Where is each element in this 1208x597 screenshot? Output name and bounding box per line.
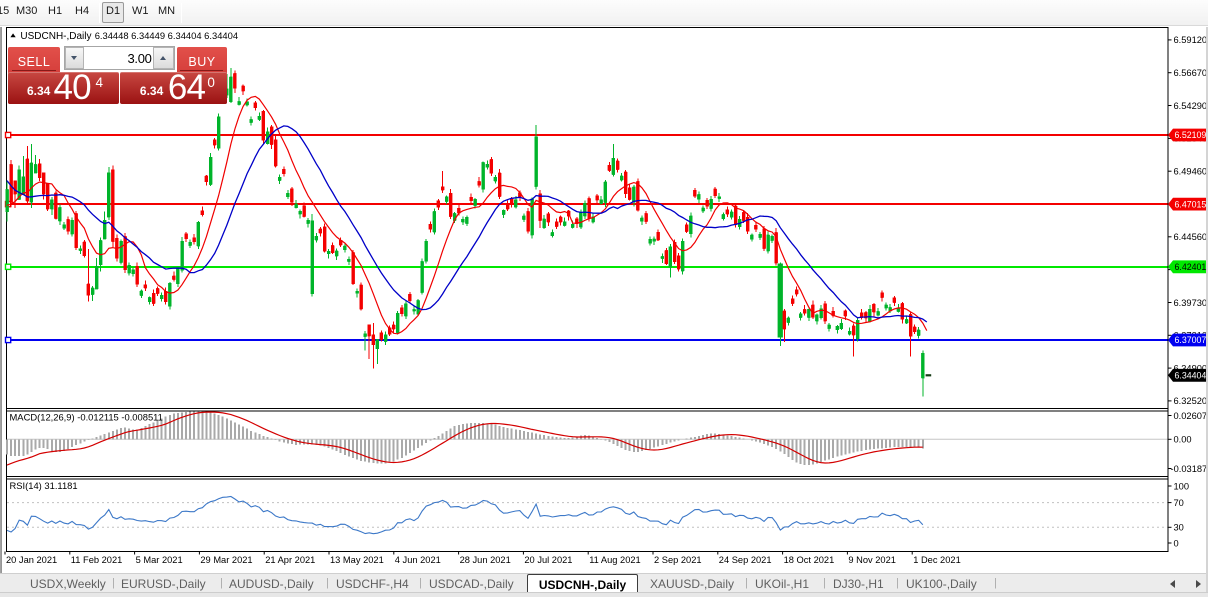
- svg-text:6.44560: 6.44560: [1174, 232, 1208, 242]
- svg-text:6.39730: 6.39730: [1174, 298, 1208, 308]
- svg-text:11 Feb 2021: 11 Feb 2021: [71, 555, 123, 565]
- svg-text:6.54290: 6.54290: [1174, 101, 1208, 111]
- svg-text:6.37007: 6.37007: [1175, 335, 1207, 345]
- svg-text:6.34404: 6.34404: [1175, 371, 1207, 381]
- svg-text:2 Sep 2021: 2 Sep 2021: [654, 555, 702, 565]
- svg-text:21 Apr 2021: 21 Apr 2021: [265, 555, 315, 565]
- svg-text:6.47015: 6.47015: [1175, 199, 1207, 209]
- svg-text:6.49460: 6.49460: [1174, 167, 1208, 177]
- svg-text:100: 100: [1174, 481, 1190, 491]
- svg-text:6.34448 6.34449 6.34404 6.3440: 6.34448 6.34449 6.34404 6.34404: [95, 30, 238, 41]
- svg-text:30: 30: [1174, 523, 1184, 533]
- svg-text:6.59120: 6.59120: [1174, 35, 1208, 45]
- svg-text:13 May 2021: 13 May 2021: [330, 555, 384, 565]
- svg-text:6.32520: 6.32520: [1174, 396, 1208, 406]
- svg-text:11 Aug 2021: 11 Aug 2021: [589, 555, 641, 565]
- svg-text:9 Nov 2021: 9 Nov 2021: [848, 555, 896, 565]
- svg-text:28 Jun 2021: 28 Jun 2021: [460, 555, 511, 565]
- svg-text:-0.03187: -0.03187: [1171, 464, 1208, 474]
- svg-text:20 Jan 2021: 20 Jan 2021: [6, 555, 57, 565]
- svg-text:MACD(12,26,9) -0.012115 -0.008: MACD(12,26,9) -0.012115 -0.008511: [10, 412, 163, 423]
- svg-text:1 Dec 2021: 1 Dec 2021: [913, 555, 961, 565]
- svg-text:RSI(14) 31.1181: RSI(14) 31.1181: [10, 480, 78, 491]
- svg-text:6.56670: 6.56670: [1174, 68, 1208, 78]
- svg-text:24 Sep 2021: 24 Sep 2021: [719, 555, 772, 565]
- svg-text:29 Mar 2021: 29 Mar 2021: [200, 555, 252, 565]
- svg-text:6.52109: 6.52109: [1175, 130, 1207, 140]
- svg-text:0.02607: 0.02607: [1174, 411, 1208, 421]
- svg-text:70: 70: [1174, 498, 1184, 508]
- svg-text:6.42401: 6.42401: [1175, 262, 1207, 272]
- svg-text:0.00: 0.00: [1174, 435, 1192, 445]
- svg-text:0: 0: [1174, 538, 1179, 548]
- svg-text:20 Jul 2021: 20 Jul 2021: [524, 555, 572, 565]
- svg-text:4 Jun 2021: 4 Jun 2021: [395, 555, 441, 565]
- svg-text:USDCNH-,Daily: USDCNH-,Daily: [20, 31, 91, 42]
- svg-text:6.34900: 6.34900: [1174, 363, 1208, 373]
- svg-text:5 Mar 2021: 5 Mar 2021: [136, 555, 183, 565]
- svg-text:18 Oct 2021: 18 Oct 2021: [784, 555, 835, 565]
